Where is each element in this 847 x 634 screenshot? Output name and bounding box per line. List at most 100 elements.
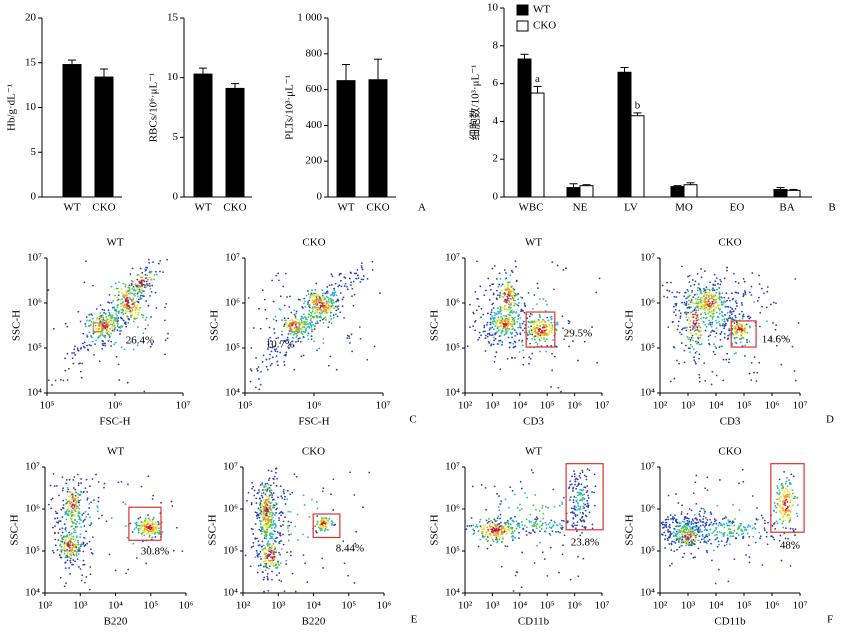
event-dot [478,521,481,523]
x-tick-label: 10⁶ [765,400,780,412]
event-dot [122,282,125,285]
event-dot [697,309,700,312]
event-dot [668,523,671,526]
event-dot [63,552,66,555]
event-dot [139,296,142,298]
event-dot [661,523,664,526]
event-dot [110,285,113,288]
event-dot [113,306,116,309]
event-dot [70,491,73,494]
event-dot [302,330,305,333]
event-dot [312,308,315,310]
event-dot [332,478,335,481]
event-dot [315,309,318,312]
event-dot [264,514,267,517]
event-dot [74,526,77,528]
error-bar [582,184,591,186]
event-dot [286,338,289,341]
event-dot [734,280,737,283]
event-dot [51,497,54,500]
event-dot [116,299,119,302]
event-dot [51,384,53,386]
error-bar [633,112,642,116]
event-dot [663,531,666,534]
event-dot [545,320,547,323]
event-dot [577,505,580,507]
event-dot [576,530,578,533]
event-dot [532,307,534,310]
event-dot [576,514,579,517]
event-dot [134,311,137,314]
event-dot [65,478,68,481]
event-dot [336,306,339,309]
event-dot [558,504,561,507]
event-dot [469,326,471,329]
event-dot [72,478,75,481]
event-dot [124,283,127,286]
event-dot [694,351,697,354]
event-dot [693,337,695,339]
event-dot [719,324,722,327]
event-dot [672,346,675,348]
event-dot [513,291,515,294]
event-dot [731,316,734,319]
event-dot [309,297,312,300]
event-dot [538,338,541,341]
event-dot [495,519,498,522]
event-dot [135,557,138,559]
event-dot [714,280,717,283]
event-dot [697,521,700,524]
event-dot [696,273,699,275]
y-tick-label: 2 [493,153,499,165]
event-dot [85,515,88,518]
event-dot [559,523,561,525]
event-dot [712,350,715,353]
event-dot [715,277,718,279]
event-dot [259,563,262,565]
event-dot [307,316,310,319]
event-dot [136,308,139,311]
event-dot [155,270,157,273]
event-dot [114,294,117,297]
event-dot [486,521,489,524]
y-tick-label: 4 [493,115,499,127]
event-dot [122,304,125,307]
bar [786,189,801,198]
event-dot [693,326,696,328]
event-dot [331,524,333,527]
y-tick-label: 10⁵ [445,342,460,354]
event-dot [575,487,578,490]
event-dot [572,517,575,519]
error-bar [789,188,798,191]
event-dot [581,498,584,500]
event-dot [538,330,541,332]
event-dot [274,524,277,527]
event-dot [733,337,736,339]
event-dot [548,325,551,328]
event-dot [57,522,60,524]
event-dot [89,516,91,519]
event-dot [727,334,730,337]
event-dot [266,368,269,371]
event-dot [118,379,121,381]
event-dot [519,332,522,335]
event-dot [247,491,250,494]
event-dot [141,287,144,289]
event-dot [126,310,129,313]
event-dot [320,310,323,312]
x-tick-label: 10³ [681,400,696,412]
event-dot [498,523,501,525]
error-bar [342,64,350,81]
event-dot [716,295,718,298]
event-dot [721,518,724,520]
event-dot [698,535,701,538]
event-dot [709,518,712,521]
event-dot [489,321,492,324]
event-dot [74,494,77,497]
event-dot [711,321,714,324]
event-dot [274,562,277,565]
event-dot [544,505,547,508]
event-dot [527,321,530,324]
event-dot [122,313,125,316]
event-dot [325,295,328,298]
